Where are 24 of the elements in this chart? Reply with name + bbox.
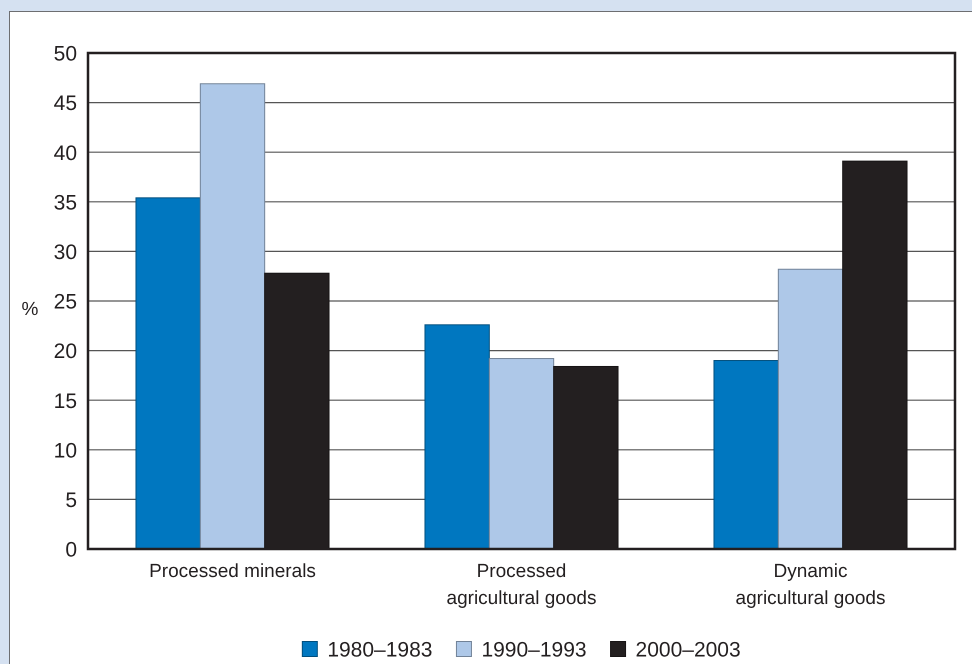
y-tick-label: 35 bbox=[54, 191, 77, 214]
y-tick-label: 50 bbox=[54, 42, 77, 66]
y-tick-label: 10 bbox=[54, 439, 77, 462]
bar bbox=[135, 197, 201, 550]
bar bbox=[713, 360, 779, 550]
y-tick-label: 30 bbox=[54, 240, 77, 264]
bar bbox=[488, 358, 554, 550]
y-axis-title: % bbox=[22, 299, 39, 320]
legend-label: 2000–2003 bbox=[636, 638, 741, 662]
x-tick-label: Processed agricultural goods bbox=[446, 561, 596, 609]
y-tick-label: 20 bbox=[54, 340, 77, 364]
y-tick-label: 5 bbox=[65, 488, 77, 512]
bar bbox=[778, 268, 844, 550]
y-tick-label: 40 bbox=[54, 142, 77, 165]
y-tick-label: 15 bbox=[54, 390, 77, 413]
bar bbox=[424, 324, 490, 550]
legend-label: 1980–1983 bbox=[327, 638, 432, 662]
y-tick-label: 0 bbox=[65, 538, 77, 562]
bar bbox=[200, 83, 266, 550]
x-tick-label: Dynamic agricultural goods bbox=[736, 561, 886, 609]
legend-label: 1990–1993 bbox=[481, 638, 587, 662]
x-tick-label: Processed minerals bbox=[149, 561, 316, 582]
y-tick-label: 25 bbox=[54, 290, 77, 314]
y-tick-label: 45 bbox=[54, 92, 77, 116]
